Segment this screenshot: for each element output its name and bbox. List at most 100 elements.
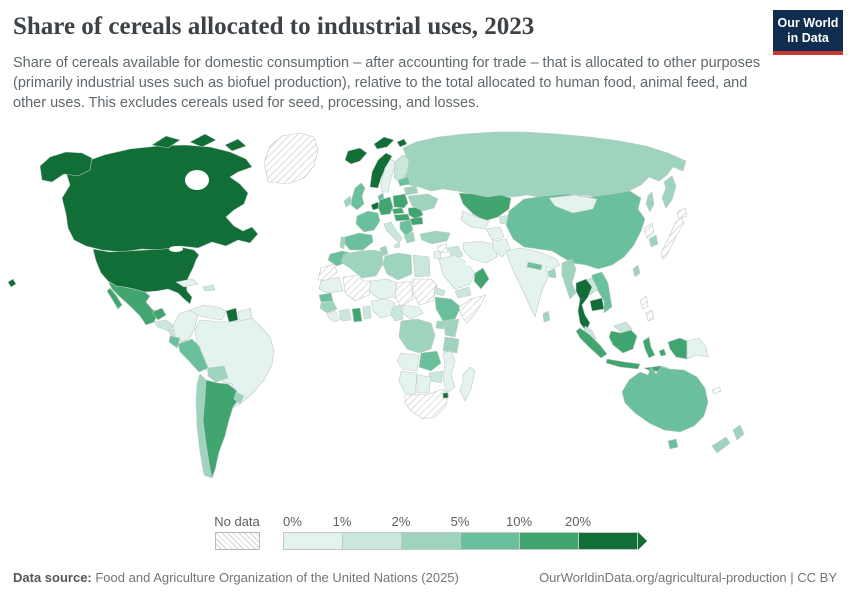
legend-bin-10-20[interactable]	[520, 533, 579, 549]
country-iceland[interactable]	[344, 147, 368, 165]
country-mozambique[interactable]	[442, 350, 456, 394]
country-japan-hokkaido[interactable]	[676, 207, 688, 220]
country-new-zealand-south[interactable]	[711, 436, 731, 454]
country-indonesia-java[interactable]	[605, 358, 641, 370]
country-new-zealand-north[interactable]	[732, 424, 745, 441]
country-somalia[interactable]	[458, 294, 487, 324]
country-mexico-yucatan[interactable]	[151, 307, 167, 321]
country-argentina[interactable]	[202, 379, 241, 479]
country-italy[interactable]	[383, 221, 403, 244]
country-indonesia-papua[interactable]	[667, 337, 688, 360]
country-north-korea[interactable]	[643, 222, 655, 239]
country-madagascar[interactable]	[459, 366, 476, 402]
country-new-caledonia[interactable]	[711, 386, 722, 395]
country-namibia[interactable]	[398, 370, 418, 396]
country-ukraine[interactable]	[407, 193, 439, 212]
country-ireland[interactable]	[343, 195, 353, 208]
country-venezuela[interactable]	[189, 304, 227, 321]
country-uruguay[interactable]	[233, 391, 245, 405]
legend-bin-5-10[interactable]	[461, 533, 520, 549]
country-france[interactable]	[355, 210, 381, 233]
country-belarus[interactable]	[403, 185, 419, 196]
country-papua-new-guinea[interactable]	[686, 337, 709, 360]
country-japan[interactable]	[660, 217, 685, 260]
country-niger[interactable]	[368, 278, 398, 300]
country-algeria[interactable]	[340, 249, 384, 279]
country-united-kingdom[interactable]	[350, 182, 366, 211]
legend-no-data-swatch[interactable]	[215, 532, 260, 550]
country-sierra-leone-liberia[interactable]	[326, 310, 342, 323]
country-afghanistan[interactable]	[485, 226, 505, 241]
country-greenland[interactable]	[263, 132, 319, 185]
country-south-korea[interactable]	[648, 234, 659, 248]
attribution-link[interactable]: OurWorldinData.org/agricultural-producti…	[539, 570, 837, 585]
country-taiwan[interactable]	[632, 264, 641, 278]
country-zambia[interactable]	[418, 350, 442, 372]
country-norway[interactable]	[369, 152, 393, 189]
country-czechia-slovakia[interactable]	[391, 207, 405, 215]
country-bulgaria[interactable]	[409, 216, 424, 226]
country-sweden[interactable]	[380, 158, 397, 193]
country-cameroon[interactable]	[390, 304, 404, 322]
country-suriname[interactable]	[237, 307, 253, 322]
country-russia-kamchatka[interactable]	[661, 175, 677, 209]
country-sudan[interactable]	[412, 278, 438, 306]
country-central-african-republic[interactable]	[402, 304, 424, 320]
country-togo-benin[interactable]	[362, 305, 372, 320]
country-oman[interactable]	[473, 267, 490, 290]
country-iran[interactable]	[462, 240, 498, 264]
country-canada-arctic2[interactable]	[189, 133, 217, 148]
country-india[interactable]	[505, 247, 561, 318]
country-indonesia-sumatra[interactable]	[575, 327, 608, 359]
country-portugal[interactable]	[339, 236, 346, 250]
country-mali[interactable]	[342, 274, 372, 302]
country-dr-congo[interactable]	[398, 318, 436, 354]
country-tanzania[interactable]	[442, 336, 460, 354]
country-philippines-mindanao[interactable]	[645, 309, 655, 322]
country-mexico-baja[interactable]	[106, 287, 123, 310]
country-guyana[interactable]	[225, 307, 239, 323]
country-tunisia[interactable]	[379, 245, 389, 257]
country-eswatini[interactable]	[442, 392, 449, 399]
country-chad[interactable]	[394, 280, 414, 308]
country-baltics[interactable]	[397, 176, 411, 187]
country-kazakhstan[interactable]	[458, 192, 512, 222]
country-uganda[interactable]	[435, 320, 446, 330]
country-sri-lanka[interactable]	[542, 310, 551, 323]
country-senegal[interactable]	[318, 292, 334, 303]
country-libya[interactable]	[382, 252, 413, 281]
country-myanmar[interactable]	[561, 258, 577, 300]
country-china[interactable]	[505, 190, 646, 270]
country-russia-sakhalin[interactable]	[645, 191, 655, 213]
country-mauritania[interactable]	[318, 276, 344, 294]
country-finland[interactable]	[393, 154, 410, 184]
country-angola[interactable]	[396, 352, 420, 372]
country-egypt[interactable]	[412, 254, 431, 278]
country-svalbard2[interactable]	[396, 138, 408, 148]
country-philippines-luzon[interactable]	[639, 295, 649, 310]
country-south-africa[interactable]	[404, 388, 450, 420]
country-malaysia-borneo[interactable]	[613, 321, 633, 334]
country-ivory-coast[interactable]	[338, 308, 352, 322]
country-tasmania[interactable]	[667, 438, 679, 450]
country-botswana[interactable]	[416, 374, 432, 394]
country-poland[interactable]	[392, 193, 409, 209]
country-western-sahara[interactable]	[317, 263, 338, 281]
legend-bin-0-1[interactable]	[284, 533, 343, 549]
country-nepal[interactable]	[526, 261, 543, 271]
country-kenya[interactable]	[444, 318, 460, 338]
country-indonesia-borneo[interactable]	[608, 329, 638, 354]
country-austria-hungary[interactable]	[393, 213, 411, 222]
country-saudi-arabia[interactable]	[438, 254, 476, 290]
country-ghana[interactable]	[351, 307, 363, 323]
country-guinea[interactable]	[319, 300, 338, 314]
country-hispaniola[interactable]	[202, 284, 216, 292]
country-svalbard[interactable]	[373, 136, 395, 150]
country-indonesia-sulawesi[interactable]	[642, 336, 656, 359]
legend-bin-1-2[interactable]	[343, 533, 402, 549]
country-bangladesh[interactable]	[547, 268, 557, 279]
country-germany[interactable]	[377, 196, 394, 216]
country-jordan-israel[interactable]	[433, 250, 442, 260]
country-eritrea[interactable]	[433, 286, 446, 297]
country-balkans[interactable]	[399, 219, 414, 237]
